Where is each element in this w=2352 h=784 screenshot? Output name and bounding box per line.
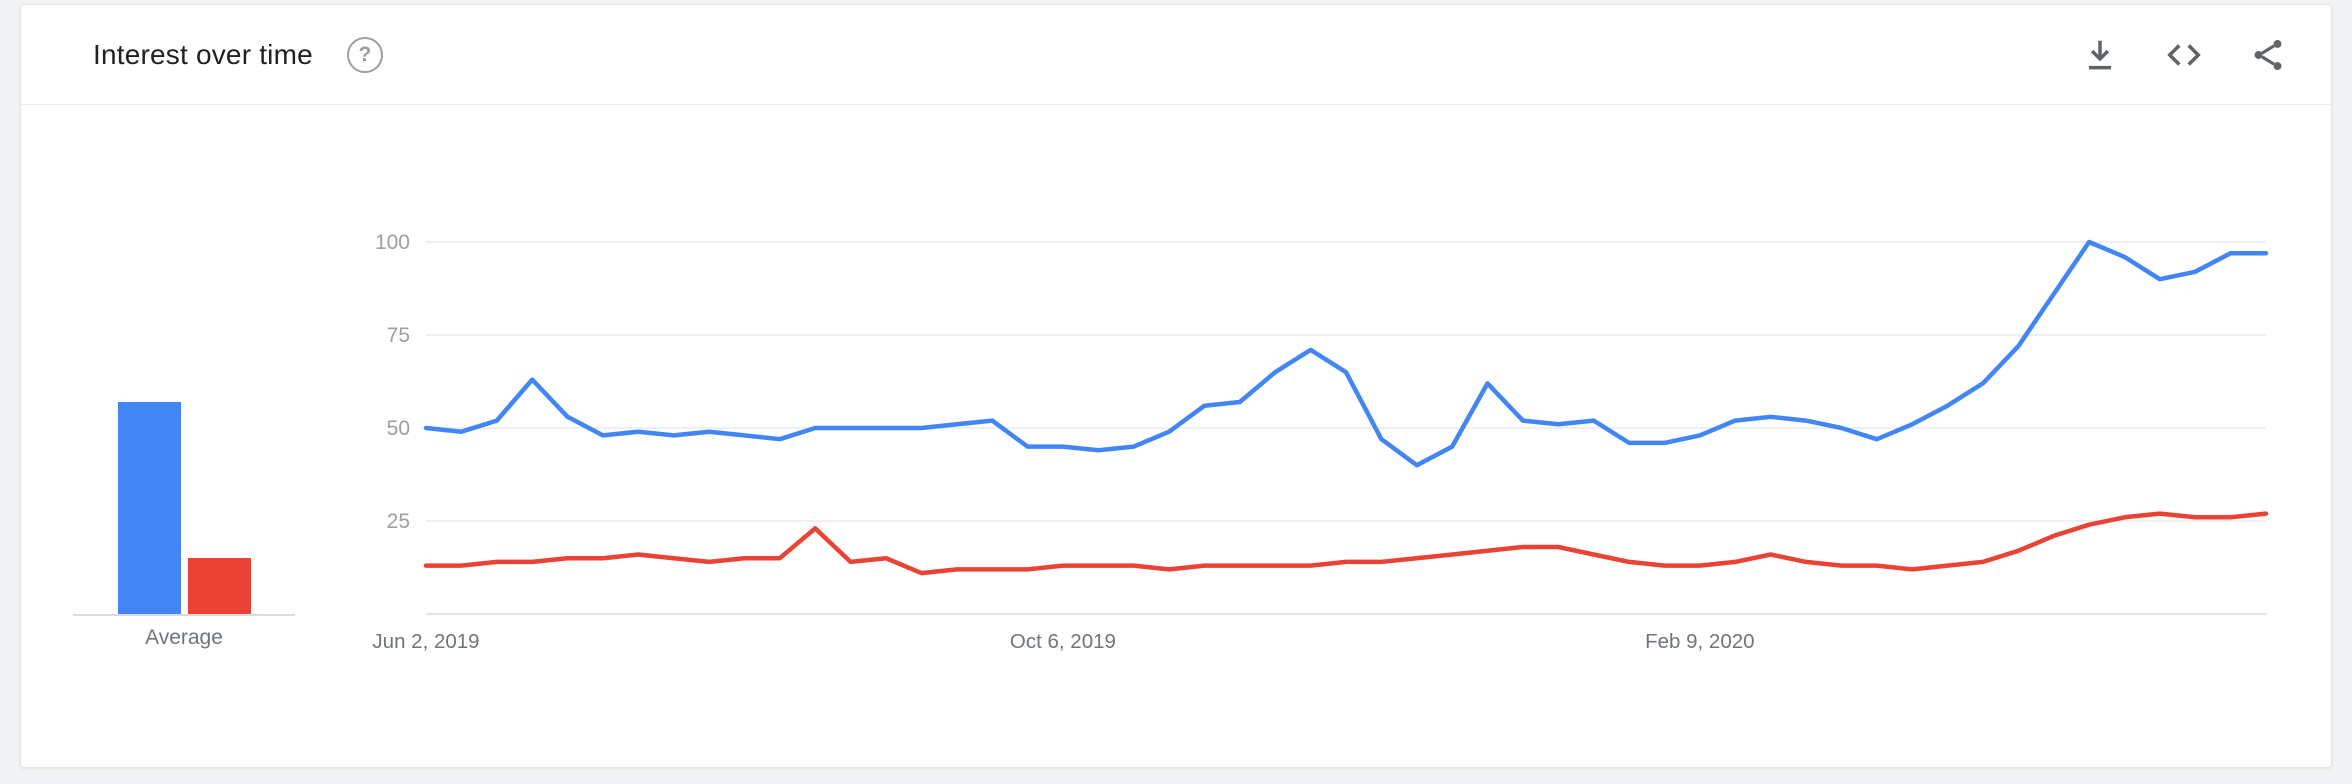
average-bar-series1[interactable] (117, 402, 181, 614)
series1-trend-line[interactable] (423, 239, 2269, 468)
card-header: Interest over time ? (21, 5, 2331, 105)
y-tick-label: 50 (387, 417, 410, 440)
card-actions (2081, 36, 2287, 74)
download-icon[interactable] (2081, 36, 2119, 74)
share-icon[interactable] (2249, 36, 2287, 74)
x-tick-label: Oct 6, 2019 (1010, 630, 1116, 653)
y-tick-label: 25 (387, 510, 410, 533)
card-body: Average 25 50 75 100 Jun 2, 2019 Oct 6, 2019 F… (21, 105, 2331, 765)
x-tick-label: Feb 9, 2020 (1645, 630, 1754, 653)
y-tick-label: 100 (375, 231, 410, 254)
trend-chart-svg[interactable]: 25 50 75 100 Jun 2, 2019 Oct 6, 2019 Feb 9, 20… (331, 132, 2321, 732)
interest-over-time-card: Interest over time ? (20, 4, 2332, 768)
help-circle-icon[interactable]: ? (346, 36, 383, 73)
series2-trend-line[interactable] (423, 511, 2269, 576)
average-label: Average (145, 626, 223, 649)
average-bars-panel (73, 242, 295, 616)
card-title: Interest over time (93, 38, 313, 70)
interest-over-time-chart[interactable]: 25 50 75 100 Jun 2, 2019 Oct 6, 2019 Feb 9, 20… (331, 132, 2321, 732)
x-tick-label: Jun 2, 2019 (372, 630, 479, 653)
y-tick-label: 75 (387, 324, 410, 347)
embed-code-icon[interactable] (2165, 36, 2203, 74)
average-bar-series2[interactable] (187, 558, 251, 614)
